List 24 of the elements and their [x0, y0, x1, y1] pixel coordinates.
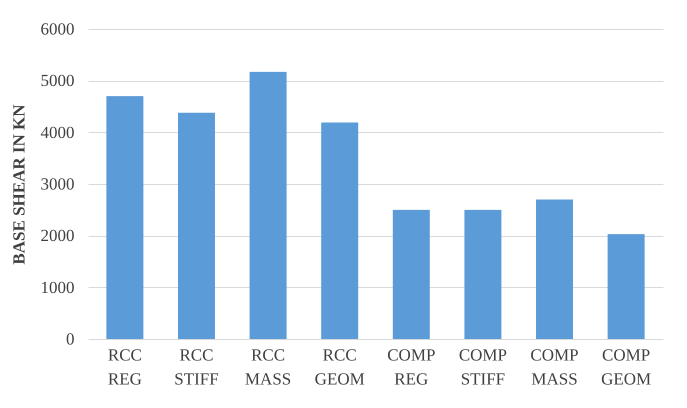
bar — [464, 210, 502, 339]
bar — [321, 122, 358, 339]
bar — [608, 234, 645, 339]
y-tick-label: 4000 — [40, 122, 74, 142]
x-tick-label: COMP GEOM — [601, 346, 652, 388]
x-tick-label: COMP REG — [387, 346, 436, 388]
y-tick-label: 5000 — [40, 71, 74, 90]
y-tick-label: 3000 — [40, 174, 74, 194]
bar — [536, 200, 574, 339]
x-tick-label: RCC GEOM — [314, 346, 365, 388]
x-tick-label: COMP MASS — [530, 346, 579, 388]
x-tick-label: COMP STIFF — [458, 346, 508, 388]
y-axis-title: BASE SHEAR IN KN — [10, 104, 28, 265]
y-tick-label: 6000 — [40, 20, 74, 38]
bar — [106, 96, 144, 339]
y-tick-label: 2000 — [40, 226, 74, 246]
x-tick-label: RCC REG — [108, 346, 142, 388]
y-tick-label: 0 — [66, 330, 74, 348]
bar — [392, 210, 430, 339]
bar — [250, 72, 287, 339]
x-tick-label: RCC MASS — [244, 346, 292, 388]
y-tick-label: 1000 — [40, 278, 74, 297]
bar — [178, 112, 215, 339]
x-tick-label: RCC STIFF — [174, 346, 219, 388]
